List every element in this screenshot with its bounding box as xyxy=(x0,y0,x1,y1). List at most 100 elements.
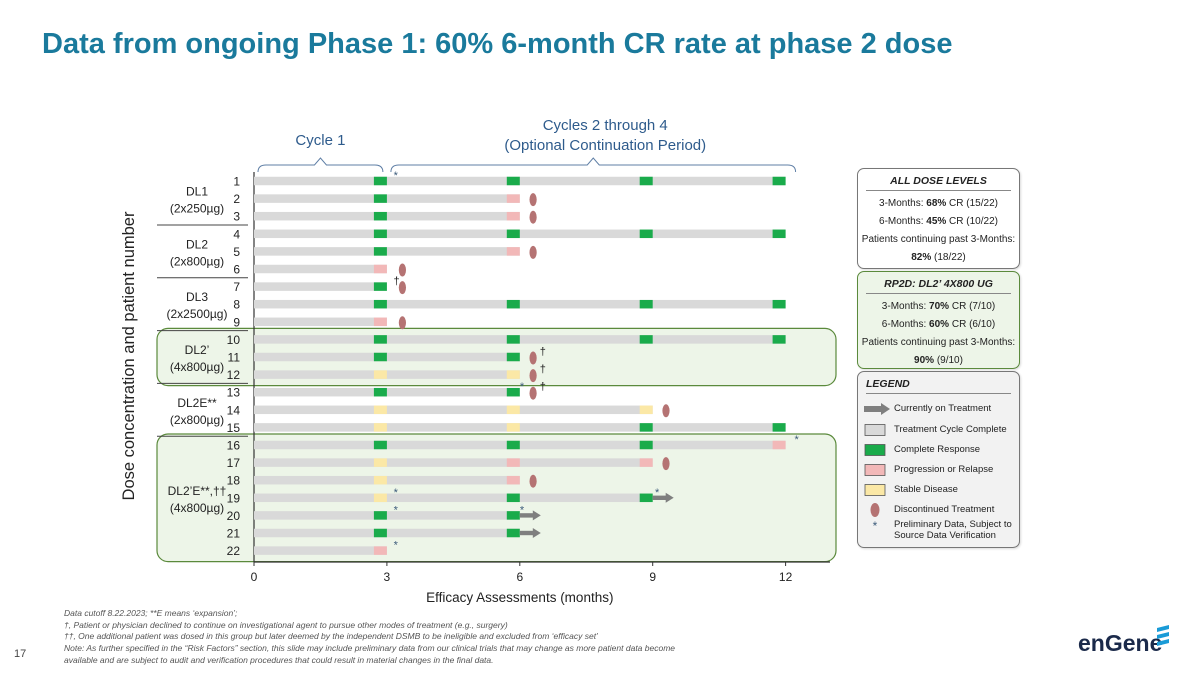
gray-box-icon xyxy=(864,424,886,436)
group-dose-label: (2x800µg) xyxy=(170,413,224,427)
progression-segment xyxy=(639,458,653,467)
rp2d-6m-row: 6-Months: 60% CR (6/10) xyxy=(881,319,996,330)
progression-segment xyxy=(373,264,387,274)
patient-number: 19 xyxy=(227,491,241,505)
complete-response-segment xyxy=(506,229,520,239)
discontinued-marker xyxy=(529,351,537,365)
green-box-icon xyxy=(864,444,886,456)
discontinued-marker xyxy=(662,457,670,471)
patient-number: 1 xyxy=(233,175,240,189)
dagger-marker: † xyxy=(540,346,546,358)
progression-segment xyxy=(506,458,520,467)
complete-response-segment xyxy=(506,511,520,520)
patient-number: 5 xyxy=(233,245,240,259)
complete-response-segment xyxy=(639,423,653,432)
group-label: DL3 xyxy=(186,290,208,304)
footnote: †, Patient or physician declined to cont… xyxy=(64,619,508,630)
patient-number: 10 xyxy=(227,333,241,347)
complete-response-segment xyxy=(373,176,387,186)
x-tick-label: 9 xyxy=(649,570,656,584)
discontinued-marker xyxy=(529,245,537,259)
progression-segment xyxy=(373,317,387,327)
ongoing-arrow-shaft xyxy=(652,495,667,500)
preliminary-asterisk: * xyxy=(520,504,525,516)
ongoing-arrow-head xyxy=(665,492,674,503)
group-dose-label: (2x2500µg) xyxy=(167,307,228,321)
complete-response-segment xyxy=(373,282,387,291)
ongoing-arrow-head xyxy=(532,528,541,538)
rp2d-box: RP2D: DL2’ 4X800 UG 3-Months: 70% CR (7/… xyxy=(857,271,1020,369)
discontinued-marker xyxy=(662,404,670,418)
stable-disease-segment xyxy=(639,405,653,415)
complete-response-segment xyxy=(506,176,520,186)
progression-segment xyxy=(506,194,520,203)
complete-response-segment xyxy=(506,335,520,344)
cycles2-4-label-line2: (Optional Continuation Period) xyxy=(504,137,706,154)
complete-response-segment xyxy=(772,423,786,432)
complete-response-segment xyxy=(373,335,387,344)
discontinued-marker xyxy=(529,369,537,383)
page-title: Data from ongoing Phase 1: 60% 6-month C… xyxy=(42,28,953,60)
progression-segment xyxy=(373,546,387,555)
patient-number: 16 xyxy=(227,439,241,453)
cycle1-brace xyxy=(257,157,384,173)
group-label: DL1 xyxy=(186,185,208,199)
logo-mark-icon xyxy=(1157,625,1169,646)
treatment-bar xyxy=(254,282,387,291)
complete-response-segment xyxy=(373,229,387,239)
all-3m-row: 3-Months: 68% CR (15/22) xyxy=(879,198,998,209)
stable-disease-segment xyxy=(506,423,520,432)
complete-response-segment xyxy=(506,528,520,538)
preliminary-asterisk: * xyxy=(394,540,399,552)
progression-segment xyxy=(506,247,520,256)
group-dose-label: (2x250µg) xyxy=(170,202,224,216)
footnotes: Data cutoff 8.22.2023; **E means ‘expans… xyxy=(64,608,675,667)
treatment-bar xyxy=(254,317,387,327)
progression-segment xyxy=(506,475,520,485)
complete-response-segment xyxy=(772,229,786,239)
arrow-icon xyxy=(864,403,890,415)
dagger-marker: † xyxy=(540,364,546,376)
preliminary-asterisk: * xyxy=(394,504,399,516)
page-number: 17 xyxy=(14,648,27,660)
yellow-box-icon xyxy=(864,484,886,496)
complete-response-segment xyxy=(373,387,387,397)
complete-response-segment xyxy=(506,352,520,362)
patient-number: 13 xyxy=(227,386,241,400)
company-logo: enGene xyxy=(1078,630,1163,656)
all-dose-levels-box: ALL DOSE LEVELS 3-Months: 68% CR (15/22)… xyxy=(857,168,1020,269)
complete-response-segment xyxy=(639,176,653,186)
patient-number: 3 xyxy=(233,210,240,224)
x-tick-label: 3 xyxy=(384,570,391,584)
treatment-bar xyxy=(254,405,653,415)
all-continuing-label: Patients continuing past 3-Months: xyxy=(861,234,1016,245)
rp2d-title: RP2D: DL2’ 4X800 UG xyxy=(866,278,1011,294)
group-label: DL2 xyxy=(186,237,208,251)
dagger-marker: † xyxy=(394,276,400,288)
x-tick-label: 0 xyxy=(251,570,258,584)
stable-disease-segment xyxy=(373,423,387,432)
complete-response-segment xyxy=(506,387,520,397)
complete-response-segment xyxy=(506,299,520,309)
complete-response-segment xyxy=(772,176,786,186)
preliminary-asterisk: * xyxy=(655,487,660,499)
cycles2-4-label-line1: Cycles 2 through 4 xyxy=(543,117,668,134)
preliminary-asterisk: * xyxy=(520,381,525,393)
progression-segment xyxy=(772,440,786,450)
group-label: DL2’ xyxy=(185,343,210,357)
stable-disease-segment xyxy=(373,475,387,485)
stable-disease-segment xyxy=(506,370,520,379)
legend-title: LEGEND xyxy=(866,378,1011,394)
complete-response-segment xyxy=(373,247,387,256)
x-tick-label: 12 xyxy=(779,570,793,584)
complete-response-segment xyxy=(772,299,786,309)
all-6m-row: 6-Months: 45% CR (10/22) xyxy=(879,216,998,227)
stable-disease-segment xyxy=(373,370,387,379)
patient-number: 22 xyxy=(227,544,241,558)
complete-response-segment xyxy=(639,440,653,450)
ongoing-arrow-head xyxy=(532,510,541,521)
patient-number: 15 xyxy=(227,421,241,435)
y-axis-title: Dose concentration and patient number xyxy=(120,211,138,500)
patient-number: 12 xyxy=(227,368,241,382)
patient-number: 7 xyxy=(233,280,240,294)
